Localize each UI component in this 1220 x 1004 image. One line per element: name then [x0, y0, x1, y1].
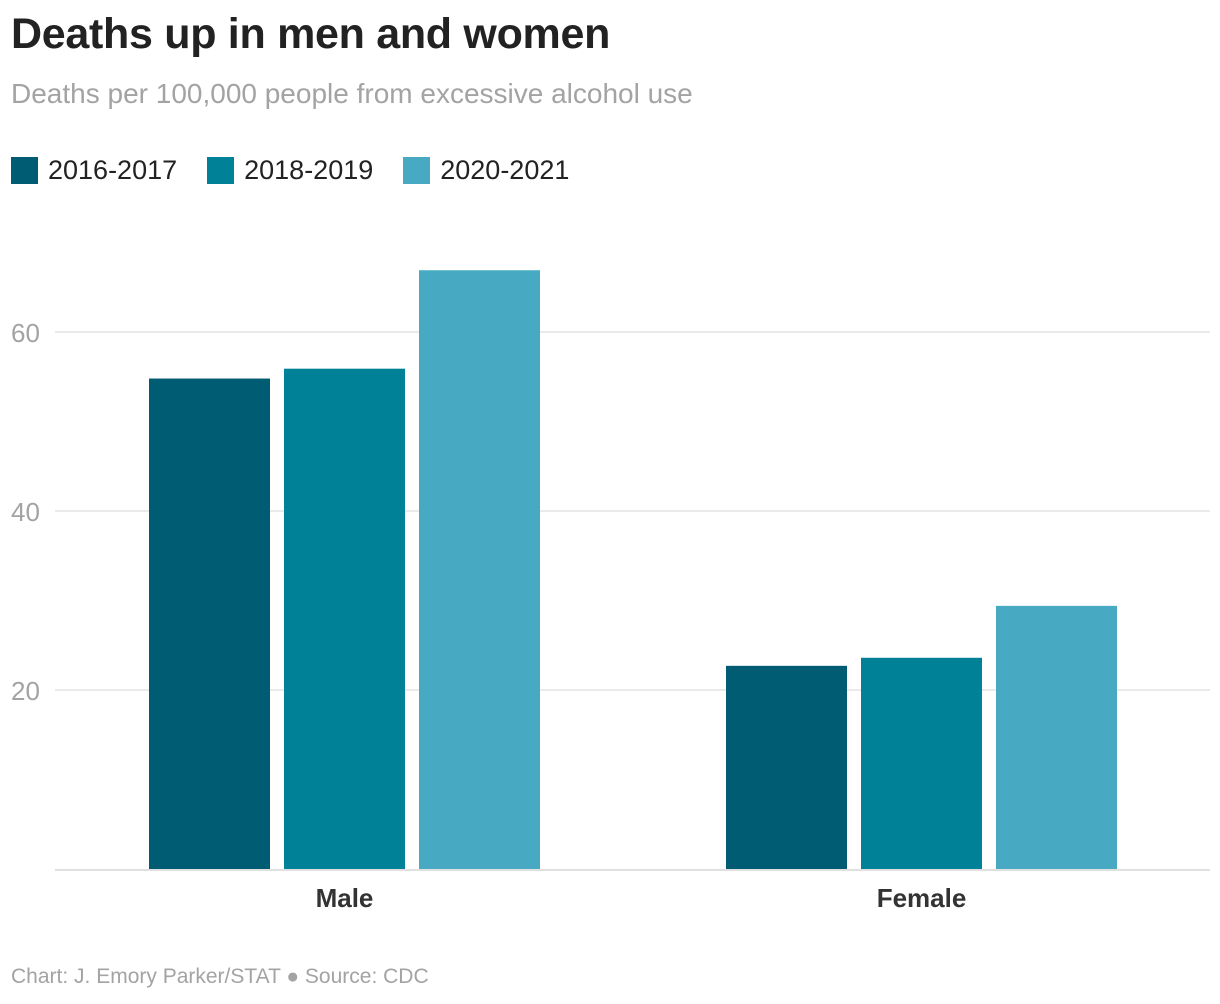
x-tick-label-female: Female	[877, 883, 967, 913]
bar-female-2020-2021	[996, 605, 1117, 869]
legend-item-2018-2019: 2018-2019	[207, 155, 373, 186]
legend-label-2018-2019: 2018-2019	[244, 154, 374, 185]
legend-label-2016-2017: 2016-2017	[48, 154, 178, 185]
legend-swatch-2020-2021	[403, 156, 431, 184]
legend-item-2020-2021: 2020-2021	[403, 155, 569, 186]
bar-male-2016-2017	[149, 378, 270, 869]
legend-label-2020-2021: 2020-2021	[440, 154, 570, 185]
y-tick-label-60: 60	[11, 318, 40, 348]
chart-title: Deaths up in men and women	[11, 10, 611, 58]
bar-male-2020-2021	[419, 270, 540, 869]
bar-female-2018-2019	[861, 657, 982, 869]
legend-swatch-2016-2017	[11, 156, 38, 184]
y-tick-label-20: 20	[11, 676, 40, 706]
legend-item-2016-2017: 2016-2017	[11, 155, 177, 186]
x-tick-label-male: Male	[316, 883, 374, 913]
chart-subtitle: Deaths per 100,000 people from excessive…	[11, 78, 693, 109]
y-tick-label-40: 40	[11, 497, 40, 527]
bar-male-2018-2019	[284, 368, 405, 869]
legend-swatch-2018-2019	[207, 156, 235, 184]
bar-female-2016-2017	[726, 665, 847, 869]
chart-credit: Chart: J. Emory Parker/STAT ● Source: CD…	[11, 965, 429, 988]
legend: 2016-2017 2018-2019 2020-2021	[11, 153, 599, 187]
